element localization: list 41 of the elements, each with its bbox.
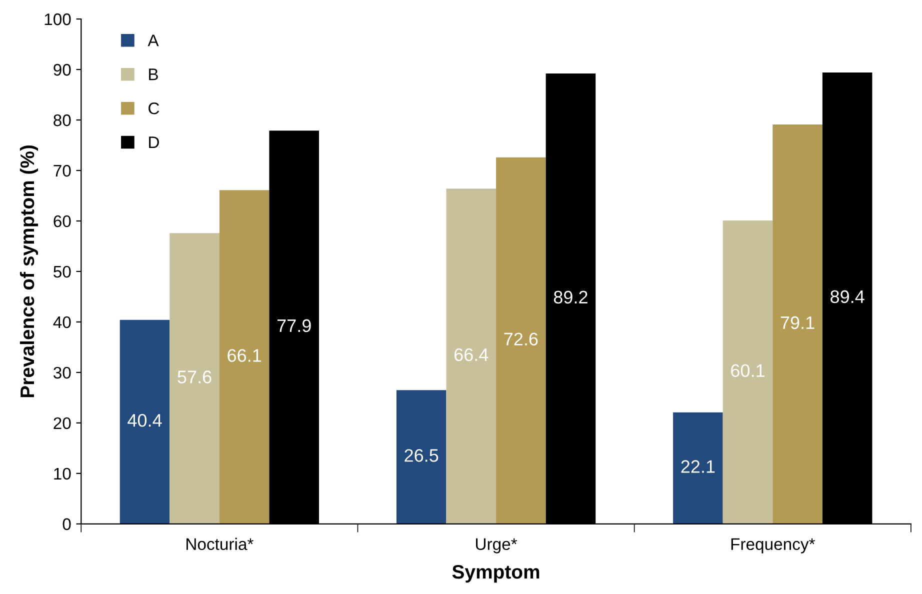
data-label: 77.9 — [277, 319, 311, 332]
y-tick-label: 70 — [54, 164, 71, 177]
y-tick-label: 80 — [54, 114, 71, 126]
y-axis-title: Prevalence of symptom (%) — [20, 145, 38, 398]
y-tick-label: 20 — [54, 417, 71, 430]
y-tick-label: 30 — [54, 366, 71, 379]
bar — [722, 220, 773, 524]
bar — [772, 124, 822, 524]
bar — [120, 320, 170, 524]
data-label: 79.1 — [780, 316, 814, 330]
data-label: 60.1 — [731, 364, 764, 378]
data-label: 26.5 — [404, 449, 438, 462]
data-label: 89.2 — [554, 290, 588, 304]
y-tick-label: 50 — [54, 266, 71, 278]
x-tick-label: Frequency* — [731, 538, 815, 554]
y-tick-label: 90 — [54, 64, 71, 76]
y-tick-label: 0 — [62, 518, 71, 530]
y-tick-label: 10 — [54, 468, 71, 480]
bar — [170, 233, 220, 524]
data-label: 22.1 — [681, 460, 715, 473]
bar — [496, 157, 546, 524]
bar — [673, 412, 723, 524]
data-label: 66.4 — [454, 348, 488, 362]
legend-label: D — [149, 136, 159, 148]
data-label: 57.6 — [178, 370, 212, 384]
bar — [219, 190, 270, 524]
legend-label: A — [148, 34, 159, 46]
data-label: 72.6 — [504, 332, 538, 346]
legend-label: C — [148, 102, 160, 114]
x-tick-label: Urge* — [476, 538, 518, 554]
y-tick-label: 100 — [44, 13, 71, 26]
bar — [446, 188, 496, 524]
data-label: 89.4 — [830, 290, 864, 304]
x-tick-label: Nocturia* — [186, 538, 254, 550]
bar — [396, 390, 446, 524]
x-axis-title: Symptom — [452, 564, 540, 583]
y-tick-label: 40 — [53, 316, 71, 328]
legend-label: B — [149, 68, 158, 80]
data-label: 40.4 — [128, 414, 162, 427]
data-label: 66.1 — [228, 349, 262, 362]
y-tick-label: 60 — [54, 215, 71, 228]
